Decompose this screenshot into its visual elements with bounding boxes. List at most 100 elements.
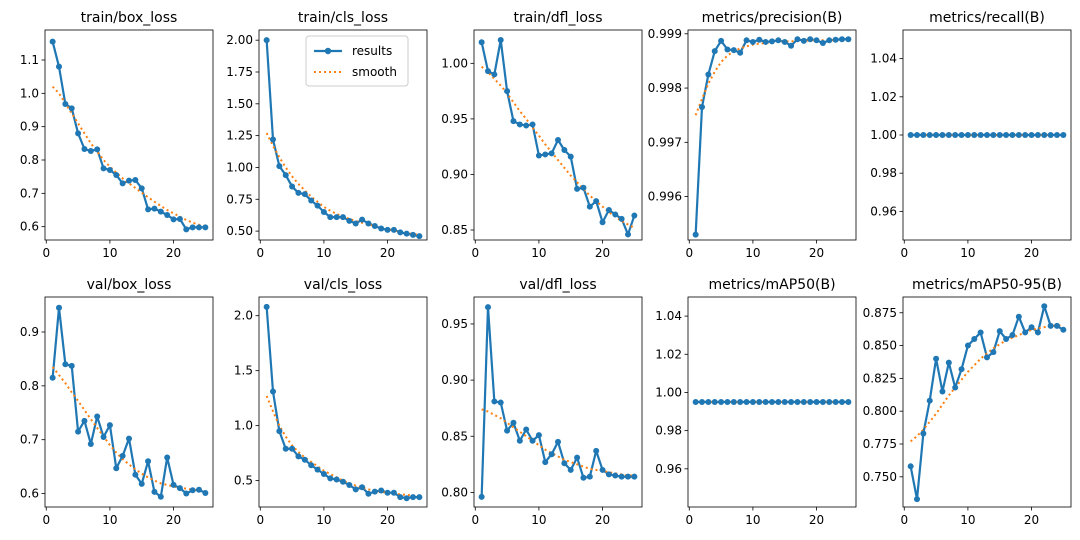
x-tick-label: 20 [595,246,610,260]
results-point [945,132,952,138]
x-tick-label: 20 [380,246,395,260]
y-tick-label: 0.800 [863,404,897,418]
y-tick-label: 0.997 [648,135,682,149]
results-point [327,475,334,482]
results-point [403,495,410,502]
legend-label-smooth: smooth [352,65,397,79]
results-point [958,366,965,373]
results-point [542,151,549,158]
results-point [933,132,940,138]
results-point [737,49,744,56]
axes-frame [44,29,214,241]
axes-frame [258,296,428,508]
results-point [504,88,511,95]
results-point [183,226,190,233]
results-point [164,454,171,461]
results-point [151,205,158,212]
results-point [724,46,731,53]
results-point [1028,324,1035,331]
results-point [145,206,152,213]
results-point [1028,132,1035,138]
results-point [1047,132,1054,138]
chart-title: train/box_loss [81,10,178,26]
results-point [574,454,581,461]
results-point [346,217,353,224]
results-point [1060,132,1067,138]
results-point [485,304,491,311]
x-tick-label: 10 [531,246,546,260]
results-point [625,473,631,480]
results-point [397,494,404,501]
results-point [971,336,978,342]
chart-panel-7: val/cls_loss 0.5 1.0 1.5 2.0 0 10 20 [234,277,428,527]
y-tick-label: 2.0 [234,309,253,323]
results-point [119,180,126,187]
results-point [132,471,139,478]
results-point [939,388,946,395]
results-line [51,306,206,498]
x-tick-label: 10 [102,513,117,527]
y-tick-label: 0.90 [441,373,468,387]
y-tick-label: 1.25 [226,129,253,143]
results-point [68,362,75,369]
y-tick-label: 0.998 [648,81,682,95]
x-tick-label: 20 [1024,513,1039,527]
results-point [769,38,775,45]
results-point [845,399,852,405]
results-point [769,399,775,405]
results-point [749,38,756,45]
results-point [605,207,612,213]
results-point [308,197,315,204]
x-tick-label: 0 [256,246,264,260]
results-point [1041,132,1048,138]
results-point [491,71,498,78]
results-point [756,399,763,405]
results-point [1054,322,1060,329]
results-point [743,399,750,405]
results-point [510,419,517,426]
y-tick-label: 0.98 [655,424,682,438]
results-point [282,172,289,179]
results-point [952,132,959,138]
y-tick-label: 0.7 [20,186,39,200]
results-point [781,38,788,45]
results-line [694,38,849,235]
results-point [920,430,927,437]
y-tick-label: 0.6 [20,220,39,234]
axes-frame [687,29,857,241]
results-point [202,490,209,496]
results-point [964,342,971,349]
results-point [762,38,769,45]
legend-results-marker [324,47,332,55]
results-point [788,42,795,49]
y-tick-label: 1.02 [655,347,682,361]
y-tick-label: 1.00 [226,160,253,174]
results-point [75,428,82,435]
results-point [485,68,491,75]
x-tick-label: 0 [471,246,479,260]
results-point [113,172,120,178]
results-point [711,48,718,55]
x-tick-label: 0 [256,513,264,527]
x-tick-label: 0 [685,513,693,527]
results-point [365,220,372,227]
x-tick-label: 10 [102,246,117,260]
y-tick-label: 0.96 [655,462,682,476]
x-tick-label: 0 [900,246,908,260]
chart-title: train/dfl_loss [513,10,602,26]
results-point [612,211,619,218]
results-point [56,63,62,70]
results-point [202,224,209,231]
results-point [416,233,423,240]
results-point [491,398,498,405]
results-line [480,306,635,497]
y-tick-label: 1.0 [20,86,39,100]
smooth-line [51,85,206,228]
results-line [909,305,1064,501]
y-tick-label: 0.98 [870,166,897,180]
y-tick-label: 0.8 [20,153,39,167]
x-tick-label: 10 [316,513,331,527]
results-point [1047,322,1054,329]
x-tick-label: 10 [960,513,975,527]
results-point [138,480,145,487]
